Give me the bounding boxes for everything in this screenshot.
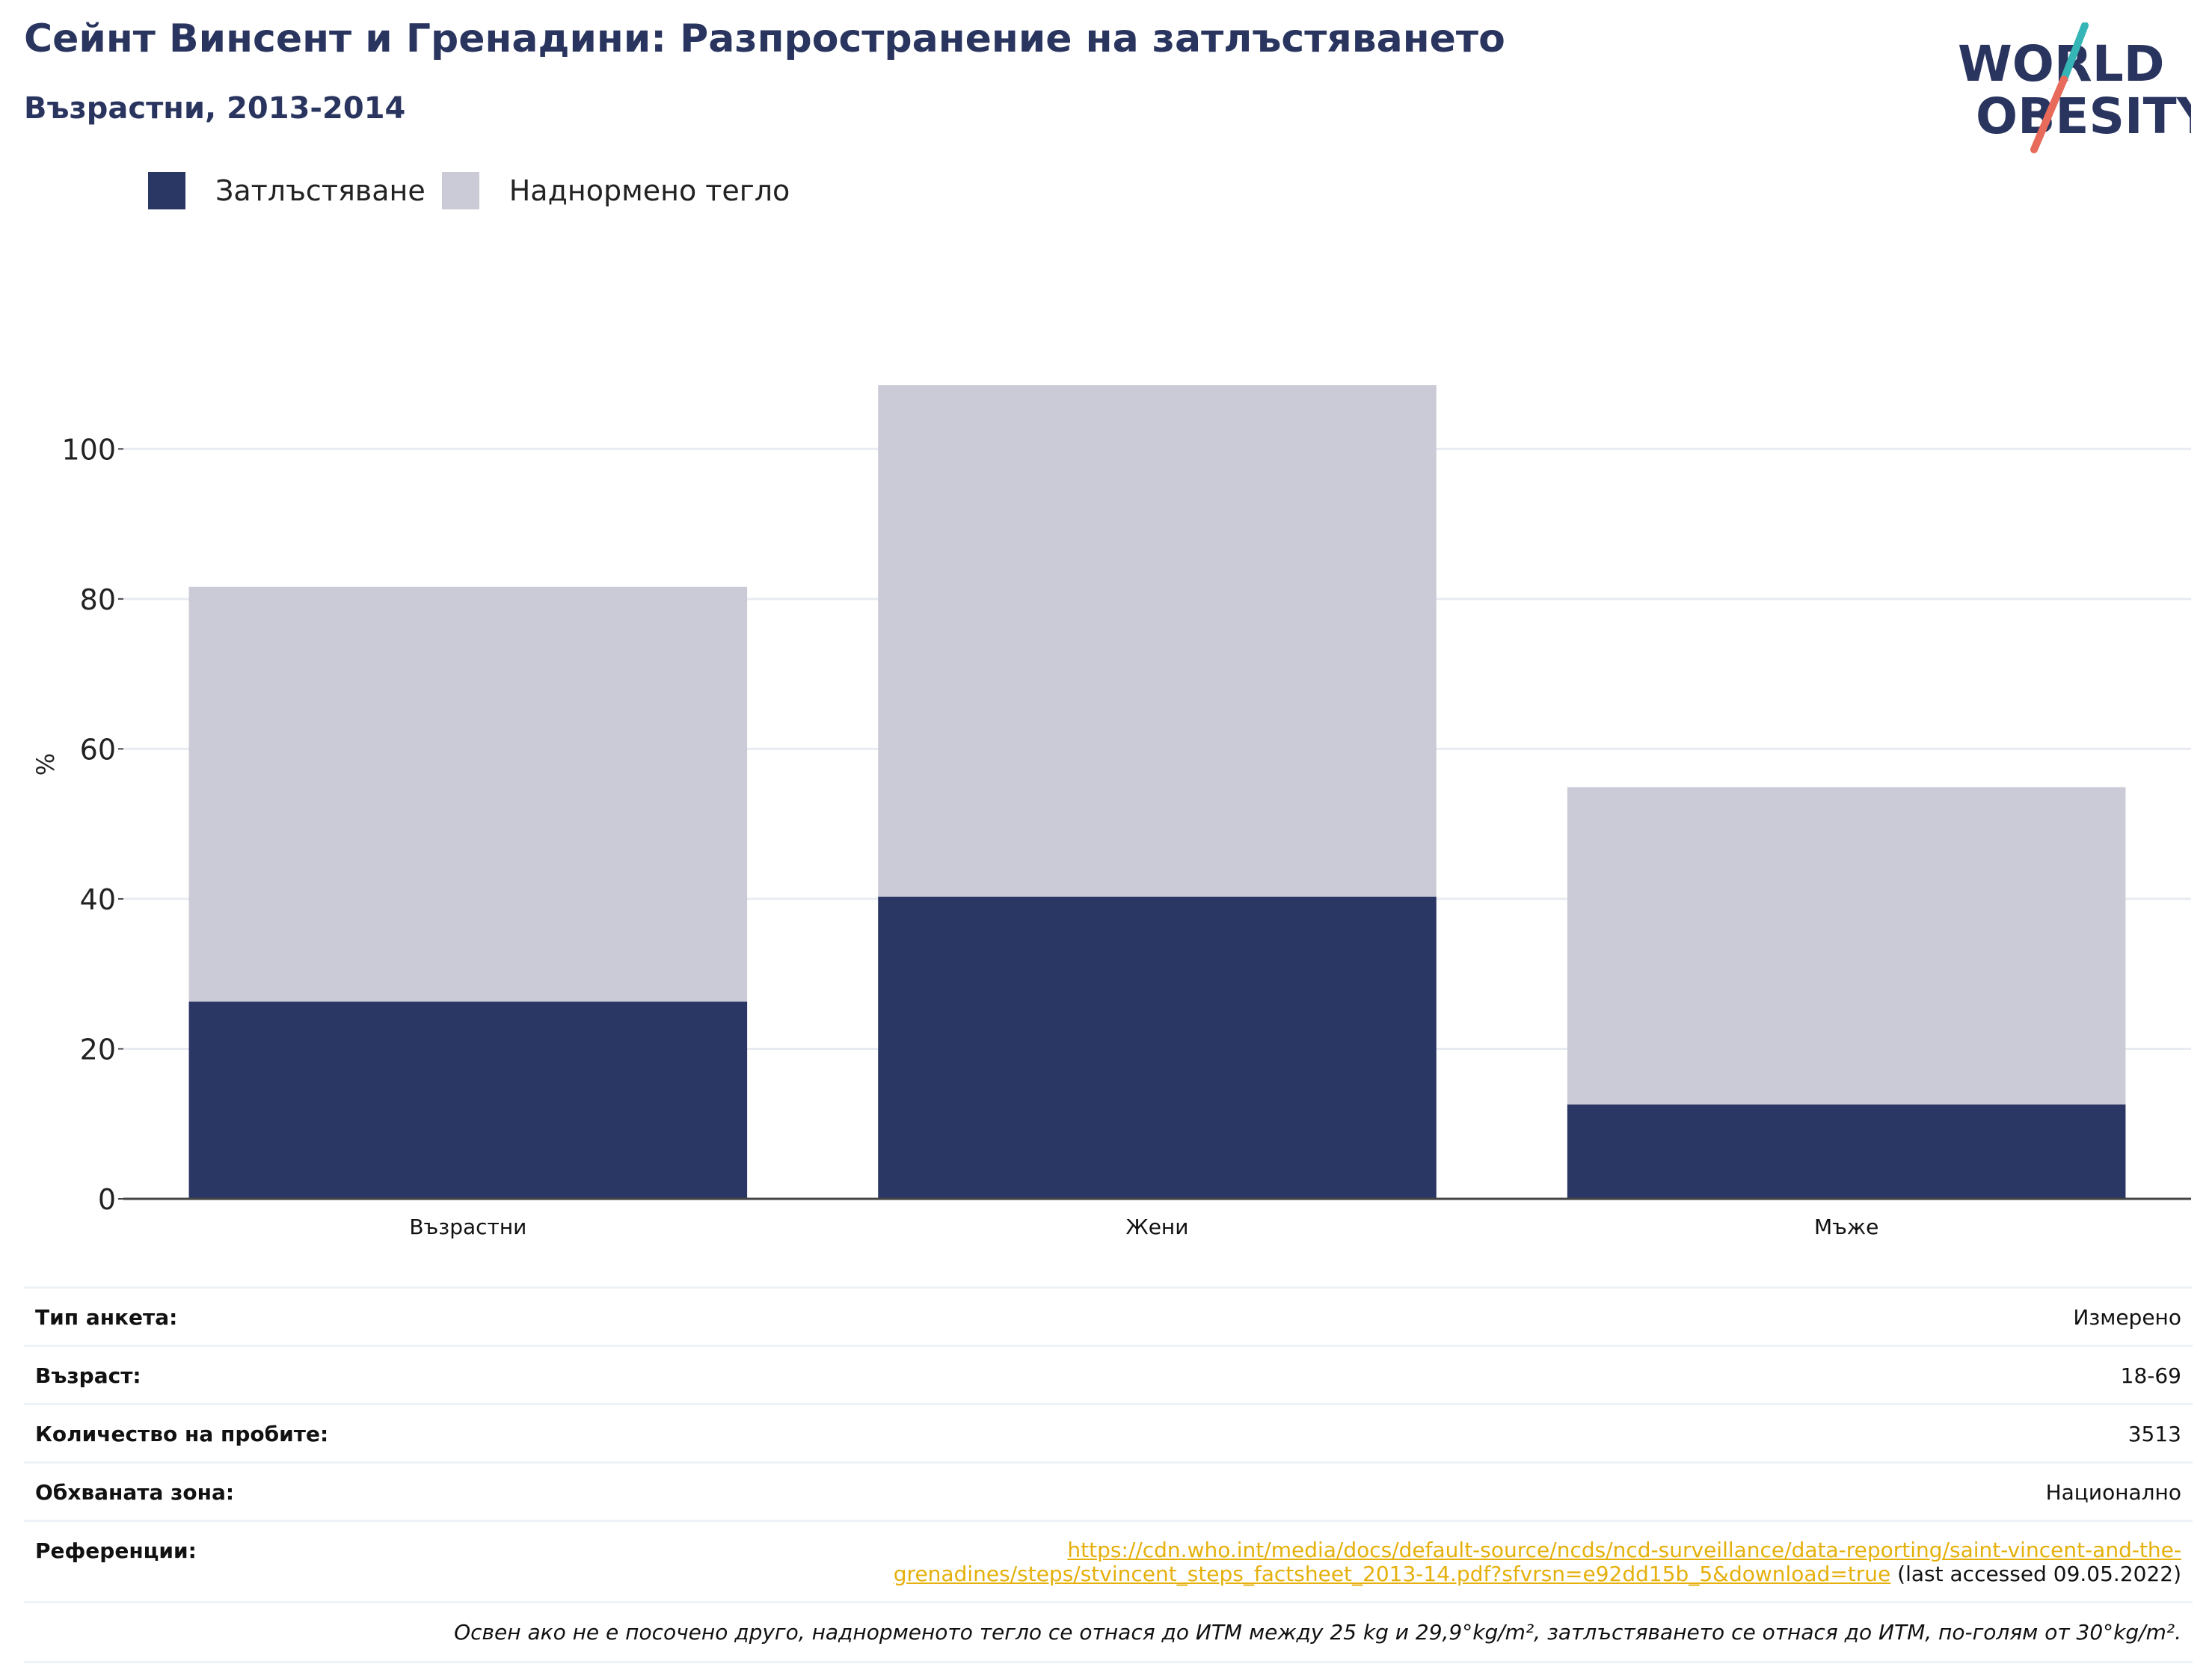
info-value: Измерено: [2073, 1305, 2181, 1330]
info-label: Тип анкета:: [35, 1305, 178, 1330]
bar-obesity: [878, 896, 1437, 1199]
y-axis-label: %: [31, 753, 60, 776]
x-tick-label: Жени: [1126, 1215, 1189, 1239]
info-label: Количество на пробите:: [35, 1422, 329, 1446]
info-value: 18-69: [2120, 1363, 2181, 1388]
reference-link-line1: https://cdn.who.int/media/docs/default-s…: [1067, 1538, 2181, 1562]
x-tick-label: Мъже: [1814, 1215, 1878, 1239]
y-tick-label: 0: [98, 1183, 116, 1216]
bar-overweight: [188, 586, 748, 1002]
info-row-survey-type: Тип анкета: Измерено: [24, 1286, 2193, 1345]
info-label: Възраст:: [35, 1363, 141, 1388]
y-tick-label: 80: [80, 583, 116, 616]
bar-overweight: [1567, 787, 2126, 1105]
survey-info-table: Тип анкета: Измерено Възраст: 18-69 Коли…: [24, 1286, 2193, 1663]
definition-note: Освен ако не е посочено друго, наднормен…: [24, 1601, 2193, 1663]
legend-swatch-obesity: [148, 172, 185, 209]
chart-subtitle: Възрастни, 2013-2014: [24, 91, 406, 126]
legend-item-obesity: Затлъстяване: [148, 172, 425, 209]
bar-obesity: [1567, 1104, 2126, 1199]
x-axis-ticks: Възрастни Жени Мъже: [409, 1215, 1878, 1239]
reference-link-line2: grenadines/steps/stvincent_steps_factshe…: [893, 1562, 1891, 1586]
legend-label-obesity: Затлъстяване: [215, 174, 425, 207]
info-value: 3513: [2127, 1422, 2181, 1446]
reference-link[interactable]: https://cdn.who.int/media/docs/default-s…: [894, 1538, 2181, 1586]
legend-swatch-overweight: [441, 172, 479, 209]
bar-obesity: [188, 1001, 748, 1199]
info-row-references: Референции: https://cdn.who.int/media/do…: [24, 1520, 2193, 1601]
legend-label-overweight: Наднормено тегло: [509, 174, 790, 207]
y-tick-label: 100: [61, 433, 116, 466]
logo-word-obesity: OBESITY: [1976, 88, 2191, 145]
info-row-area: Обхваната зона: Национално: [24, 1461, 2193, 1520]
reference-text: https://cdn.who.int/media/docs/default-s…: [894, 1538, 2181, 1586]
bar-chart: 0 20 40 60 80 100 Възрастни Жени Мъже %: [31, 385, 2191, 1239]
bar-overweight: [878, 385, 1437, 897]
info-label: Обхваната зона:: [35, 1480, 235, 1505]
reference-accessed: (last accessed 09.05.2022): [1890, 1562, 2181, 1586]
logo-slash-teal: [2060, 22, 2089, 83]
chart-legend: Затлъстяване Наднормено тегло: [148, 172, 806, 209]
bars: [188, 385, 2126, 1199]
x-tick-label: Възрастни: [409, 1215, 526, 1239]
chart-title: Сейнт Винсент и Гренадини: Разпространен…: [24, 16, 1505, 61]
world-obesity-logo: WORLD OBESITY: [1958, 22, 2191, 153]
info-row-age: Възраст: 18-69: [24, 1345, 2193, 1403]
y-tick-label: 60: [80, 733, 116, 766]
y-tick-label: 20: [80, 1033, 116, 1066]
logo-slash-coral: [2030, 76, 2068, 153]
info-row-sample-size: Количество на пробите: 3513: [24, 1403, 2193, 1461]
y-axis-ticks: 0 20 40 60 80 100: [61, 433, 123, 1216]
y-tick-label: 40: [80, 883, 116, 916]
info-value: Национално: [2045, 1480, 2181, 1505]
info-label: Референции:: [35, 1538, 197, 1563]
legend-item-overweight: Наднормено тегло: [441, 172, 790, 209]
